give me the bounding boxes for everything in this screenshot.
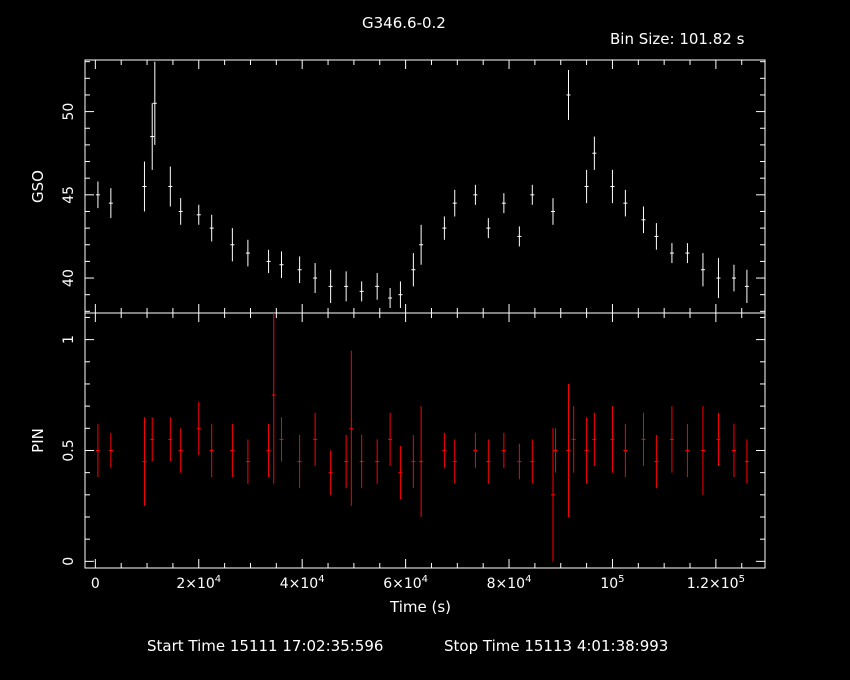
gso-y-tick-label: 45 <box>61 186 77 204</box>
stop-time-label: Stop Time 15113 4:01:38:993 <box>444 637 669 655</box>
gso-y-tick-label: 40 <box>61 269 77 287</box>
gso-panel-frame <box>84 59 766 314</box>
gso-y-axis-label: GSO <box>29 170 47 203</box>
x-tick-label: 0 <box>91 576 100 592</box>
pin-y-tick-label: 1 <box>61 335 77 344</box>
pin-y-tick-label: 0 <box>61 557 77 566</box>
chart-title: G346.6-0.2 <box>362 14 446 32</box>
bin-size-label: Bin Size: 101.82 s <box>610 30 745 48</box>
pin-y-tick-label: 0.5 <box>61 439 77 461</box>
pin-y-axis-label: PIN <box>29 428 47 453</box>
x-tick-label: 105 <box>600 574 624 592</box>
x-tick-label: 6×104 <box>383 574 428 592</box>
start-time-label: Start Time 15111 17:02:35:596 <box>147 637 384 655</box>
x-tick-label: 2×104 <box>176 574 221 592</box>
x-tick-label: 4×104 <box>280 574 325 592</box>
x-tick-label: 8×104 <box>487 574 532 592</box>
gso-y-tick-label: 50 <box>61 103 77 121</box>
pin-panel-frame <box>84 312 766 569</box>
x-tick-label: 1.2×105 <box>687 574 745 592</box>
x-axis-label: Time (s) <box>390 598 451 616</box>
